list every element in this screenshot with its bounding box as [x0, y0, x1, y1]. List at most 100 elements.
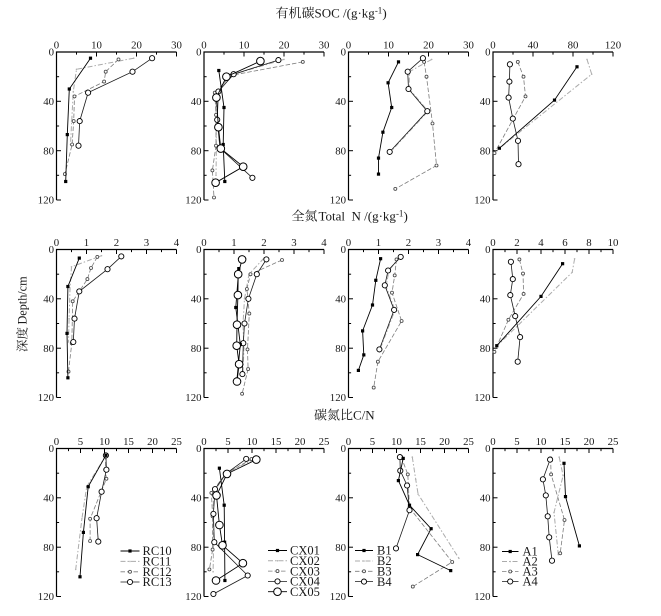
svg-text:A3: A3: [523, 565, 538, 579]
svg-text:0: 0: [485, 244, 490, 256]
svg-text:25: 25: [171, 436, 182, 448]
svg-text:120: 120: [38, 195, 54, 207]
svg-text:80: 80: [335, 343, 346, 355]
svg-text:4: 4: [174, 237, 180, 249]
svg-text:120: 120: [38, 392, 54, 404]
svg-text:B4: B4: [377, 575, 392, 589]
svg-text:0: 0: [346, 436, 351, 448]
svg-text:10: 10: [391, 436, 402, 448]
svg-text:SOC /(g·kg-1): SOC /(g·kg-1): [315, 6, 387, 21]
svg-text:0: 0: [490, 436, 495, 448]
svg-text:10: 10: [239, 40, 250, 52]
svg-text:120: 120: [185, 195, 201, 207]
svg-text:10: 10: [99, 436, 110, 448]
svg-text:B1: B1: [377, 544, 392, 558]
svg-text:120: 120: [185, 392, 201, 404]
svg-text:40: 40: [335, 293, 346, 305]
svg-text:40: 40: [43, 293, 54, 305]
svg-text:80: 80: [43, 542, 54, 554]
svg-text:0: 0: [196, 443, 201, 455]
svg-text:120: 120: [185, 591, 201, 603]
svg-text:C/N: C/N: [353, 408, 375, 423]
svg-text:0: 0: [54, 436, 59, 448]
svg-text:Depth/cm: Depth/cm: [16, 276, 30, 325]
svg-text:5: 5: [225, 436, 230, 448]
svg-text:25: 25: [608, 436, 619, 448]
svg-text:2: 2: [114, 237, 119, 249]
svg-text:2: 2: [514, 237, 519, 249]
svg-text:0: 0: [201, 436, 206, 448]
svg-text:15: 15: [415, 436, 426, 448]
svg-text:40: 40: [43, 492, 54, 504]
svg-text:10: 10: [383, 40, 394, 52]
svg-text:0: 0: [341, 47, 346, 59]
svg-text:80: 80: [191, 343, 202, 355]
svg-text:120: 120: [474, 591, 490, 603]
svg-text:0: 0: [485, 47, 490, 59]
svg-text:RC12: RC12: [143, 565, 172, 579]
svg-text:CX01: CX01: [290, 544, 320, 558]
svg-text:20: 20: [279, 40, 290, 52]
svg-text:25: 25: [463, 436, 474, 448]
svg-text:80: 80: [335, 145, 346, 157]
svg-text:20: 20: [584, 436, 595, 448]
svg-text:80: 80: [335, 542, 346, 554]
svg-text:A1: A1: [523, 545, 538, 559]
svg-text:120: 120: [330, 195, 346, 207]
svg-text:0: 0: [196, 47, 201, 59]
svg-text:40: 40: [191, 492, 202, 504]
svg-text:10: 10: [247, 436, 258, 448]
svg-text:0: 0: [341, 244, 346, 256]
svg-text:120: 120: [38, 591, 54, 603]
svg-text:5: 5: [514, 436, 519, 448]
svg-text:40: 40: [480, 96, 491, 108]
svg-text:3: 3: [291, 237, 296, 249]
svg-text:CX05: CX05: [290, 585, 320, 599]
svg-text:40: 40: [528, 40, 539, 52]
svg-text:RC11: RC11: [143, 555, 172, 569]
svg-text:A4: A4: [523, 575, 539, 589]
svg-text:20: 20: [439, 436, 450, 448]
svg-text:20: 20: [423, 40, 434, 52]
svg-text:120: 120: [474, 392, 490, 404]
svg-text:40: 40: [191, 293, 202, 305]
svg-text:A2: A2: [523, 555, 538, 569]
svg-text:4: 4: [538, 237, 544, 249]
svg-text:3: 3: [144, 237, 149, 249]
svg-text:RC10: RC10: [143, 544, 172, 558]
svg-text:25: 25: [319, 436, 330, 448]
svg-text:RC13: RC13: [143, 575, 172, 589]
svg-text:80: 80: [480, 542, 491, 554]
svg-text:2: 2: [261, 237, 266, 249]
svg-text:30: 30: [319, 40, 330, 52]
svg-text:20: 20: [147, 436, 158, 448]
svg-text:80: 80: [480, 145, 491, 157]
svg-text:0: 0: [49, 47, 54, 59]
svg-text:0: 0: [54, 237, 59, 249]
svg-text:0: 0: [49, 244, 54, 256]
svg-text:Total N /(g·kg-1): Total N /(g·kg-1): [319, 209, 408, 224]
svg-text:30: 30: [171, 40, 182, 52]
svg-text:10: 10: [536, 436, 547, 448]
svg-text:80: 80: [480, 343, 491, 355]
svg-text:1: 1: [84, 237, 89, 249]
svg-text:40: 40: [191, 96, 202, 108]
svg-text:8: 8: [586, 237, 591, 249]
svg-text:0: 0: [341, 443, 346, 455]
svg-text:40: 40: [335, 96, 346, 108]
svg-text:0: 0: [54, 40, 59, 52]
svg-text:0: 0: [201, 237, 206, 249]
svg-text:20: 20: [131, 40, 142, 52]
svg-text:40: 40: [480, 293, 491, 305]
svg-text:80: 80: [43, 343, 54, 355]
svg-text:40: 40: [335, 492, 346, 504]
svg-text:20: 20: [295, 436, 306, 448]
svg-text:CX02: CX02: [290, 554, 320, 568]
svg-text:30: 30: [463, 40, 474, 52]
svg-text:B3: B3: [377, 565, 392, 579]
svg-text:0: 0: [485, 443, 490, 455]
svg-text:0: 0: [490, 40, 495, 52]
svg-text:120: 120: [330, 591, 346, 603]
svg-text:2: 2: [406, 237, 411, 249]
svg-text:1: 1: [231, 237, 236, 249]
